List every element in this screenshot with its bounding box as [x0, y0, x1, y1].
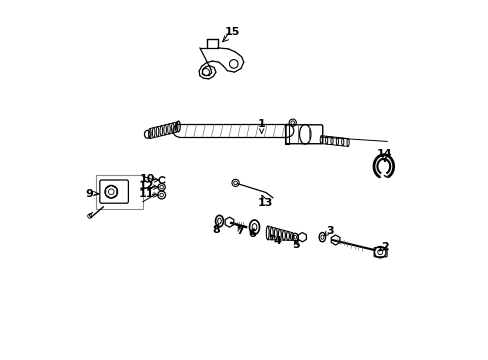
Text: 12: 12: [138, 181, 154, 192]
Bar: [96, 175, 142, 208]
Text: 1: 1: [257, 118, 265, 129]
Text: 10: 10: [140, 174, 155, 184]
Text: 7: 7: [236, 226, 244, 236]
Text: 14: 14: [376, 149, 391, 159]
Text: 8: 8: [212, 225, 219, 235]
Text: 11: 11: [138, 189, 154, 199]
Text: 4: 4: [273, 236, 281, 246]
Text: 9: 9: [85, 189, 93, 199]
Text: 13: 13: [257, 198, 272, 208]
Text: 15: 15: [224, 27, 239, 37]
Text: 3: 3: [326, 226, 333, 236]
Text: 2: 2: [380, 242, 388, 252]
Text: 5: 5: [292, 240, 300, 250]
Text: 6: 6: [248, 229, 256, 239]
Bar: [284, 124, 288, 144]
